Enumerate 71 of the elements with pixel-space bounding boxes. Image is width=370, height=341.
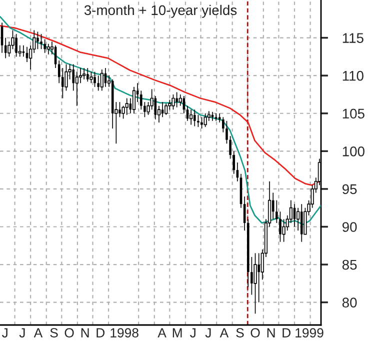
y-tick-label: 100	[342, 146, 364, 156]
x-tick-label: A	[158, 328, 166, 338]
candlestick	[232, 150, 236, 174]
candlestick	[164, 103, 168, 116]
candlestick	[229, 136, 232, 160]
candlestick	[276, 200, 278, 224]
candlestick	[222, 116, 224, 133]
candlestick	[82, 68, 86, 80]
candlestick	[190, 109, 193, 126]
x-tick-label: J	[19, 328, 25, 338]
candlestick	[46, 43, 50, 55]
x-tick-label: A	[34, 328, 43, 338]
x-tick-label: O	[64, 328, 74, 338]
x-tick-label: M	[172, 328, 182, 338]
candlestick	[36, 31, 39, 50]
candlestick	[161, 102, 164, 118]
candlestick	[218, 112, 221, 123]
candlestick	[15, 34, 18, 58]
y-tick-label: 115	[342, 33, 364, 43]
candlestick	[44, 38, 46, 54]
candlestick	[254, 252, 257, 314]
candlestick	[90, 71, 93, 84]
x-tick-label: J	[190, 328, 196, 338]
x-tick-label: 1998	[110, 328, 138, 338]
candlestick	[250, 256, 253, 296]
candlestick	[300, 204, 303, 242]
candlestick	[40, 34, 42, 50]
candlestick	[118, 102, 121, 118]
x-tick-label: J	[205, 328, 211, 338]
candlestick	[140, 90, 142, 110]
x-tick-label: 1999	[296, 328, 324, 338]
x-tick-label: O	[250, 328, 260, 338]
x-tick-label: S	[236, 328, 244, 338]
candlestick	[204, 112, 207, 128]
x-tick-label: D	[282, 328, 290, 338]
y-tick-label: 95	[342, 184, 357, 194]
x-tick-label: N	[267, 328, 275, 338]
candlestick	[279, 211, 282, 242]
candlestick	[200, 116, 203, 129]
candlestick	[62, 68, 64, 99]
chart-title: 3-month + 10-year yields	[84, 4, 237, 18]
line-series	[0, 25, 321, 186]
candlestick	[172, 94, 175, 110]
candlestick	[144, 102, 146, 118]
candlestick	[193, 109, 196, 127]
candlestick	[176, 92, 178, 108]
candlestick	[58, 60, 60, 84]
candlestick	[97, 75, 100, 92]
candlestick	[8, 41, 11, 58]
x-tick-label: N	[81, 328, 89, 338]
candlestick	[125, 98, 128, 116]
x-tick-label: A	[220, 328, 229, 338]
candlestick	[272, 192, 274, 220]
x-tick-label: S	[50, 328, 58, 338]
candlestick	[72, 64, 75, 92]
y-tick-label: 80	[342, 298, 357, 308]
x-tick-label: D	[96, 328, 105, 338]
candlestick	[86, 68, 89, 82]
candlestick	[132, 86, 136, 114]
candlestick	[226, 120, 228, 144]
y-tick-label: 110	[342, 70, 364, 81]
x-tick-label: J	[2, 328, 8, 338]
y-tick-label: 105	[342, 108, 364, 119]
candlestick	[282, 218, 286, 242]
candlestick	[197, 114, 200, 128]
candlestick	[100, 69, 104, 92]
y-tick-label: 90	[342, 222, 357, 232]
y-tick-label: 85	[342, 260, 357, 270]
candlestick	[4, 37, 7, 59]
candlestick	[258, 252, 260, 303]
candlestick	[94, 71, 96, 88]
